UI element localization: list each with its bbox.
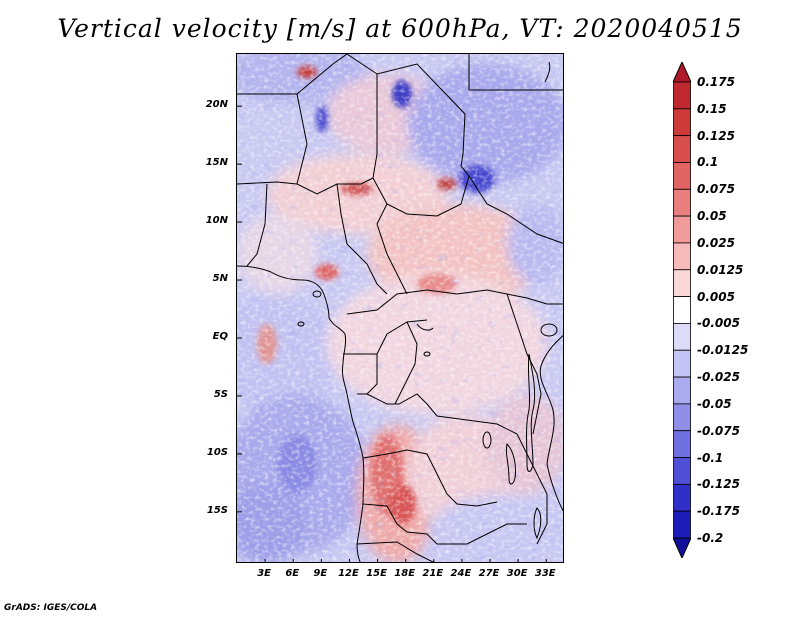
colorbar-level-label: 0.15	[697, 101, 727, 116]
lon-tick-label: 18E	[394, 568, 416, 579]
colorbar-swatch	[673, 108, 691, 137]
lat-tick-label: 5S	[213, 388, 228, 400]
colorbar-level-label: -0.125	[697, 477, 740, 492]
colorbar-level-label: 0.0125	[697, 262, 744, 277]
texture-white	[237, 54, 563, 562]
map-islands	[297, 290, 558, 449]
colorbar-bottom-arrow	[672, 537, 692, 560]
lat-tick-label: 15N	[205, 157, 228, 169]
colorbar-level-label: -0.025	[697, 370, 740, 385]
colorbar-level-label: 0.075	[697, 182, 735, 197]
lon-tick-label: 12E	[338, 568, 359, 579]
colorbar-level-label: -0.1	[697, 450, 724, 465]
colorbar	[672, 60, 692, 560]
colorbar-level-label: -0.175	[697, 504, 740, 519]
colorbar-swatch	[673, 483, 691, 512]
lon-tick-label: 9E	[313, 568, 328, 579]
lon-tick-label: 6E	[285, 568, 300, 579]
lon-tick-label: 21E	[422, 568, 444, 579]
lat-tick-label: 10N	[205, 215, 228, 227]
colorbar-level-label: 0.175	[697, 75, 735, 89]
colorbar-level-label: -0.005	[697, 316, 740, 331]
lon-tick-label: 3E	[257, 568, 272, 579]
colorbar-level-label: 0.125	[697, 128, 735, 143]
colorbar-level-label: -0.0125	[697, 343, 749, 358]
colorbar-swatch	[673, 269, 691, 297]
map-plot-area	[236, 53, 564, 563]
colorbar-top-arrow	[672, 60, 692, 83]
colorbar-level-label: 0.025	[697, 235, 735, 250]
lon-tick-label: 33E	[534, 568, 556, 579]
colorbar-swatch	[673, 135, 691, 163]
chart-title: Vertical velocity [m/s] at 600hPa, VT: 2…	[57, 14, 743, 43]
map-boundaries	[237, 54, 563, 562]
lon-tick-label: 15E	[366, 568, 387, 579]
colorbar-swatch	[673, 349, 691, 378]
lat-tick-label: 15S	[206, 504, 228, 516]
colorbar-swatch	[673, 242, 691, 271]
colorbar-level-label: -0.2	[697, 531, 724, 545]
colorbar-swatch	[673, 81, 691, 110]
colorbar-level-label: 0.05	[697, 209, 727, 224]
lat-tick-label: EQ	[212, 330, 228, 342]
colorbar-level-label: -0.075	[697, 423, 740, 438]
lat-tick-label: 5N	[212, 273, 228, 285]
colorbar-level-label: 0.005	[697, 289, 735, 304]
lon-tick-label: 27E	[478, 568, 500, 579]
lon-tick-label: 30E	[506, 568, 528, 579]
colorbar-swatch	[673, 162, 691, 190]
colorbar-swatch	[673, 188, 691, 217]
colorbar-swatch	[673, 403, 691, 432]
colorbar-swatch	[673, 457, 691, 485]
lon-tick-label: 24E	[450, 568, 472, 579]
colorbar-swatch	[673, 323, 691, 351]
grads-credit: GrADS: IGES/COLA	[4, 603, 98, 613]
colorbar-swatch	[673, 215, 691, 244]
colorbar-swatch	[673, 376, 691, 405]
colorbar-swatch	[673, 510, 691, 539]
colorbar-level-label: -0.05	[697, 396, 732, 411]
colorbar-swatch	[673, 296, 691, 324]
colorbar-swatch	[673, 430, 691, 458]
lat-tick-label: 20N	[205, 99, 228, 111]
colorbar-level-label: 0.1	[697, 155, 719, 170]
lat-tick-label: 10S	[206, 446, 228, 458]
